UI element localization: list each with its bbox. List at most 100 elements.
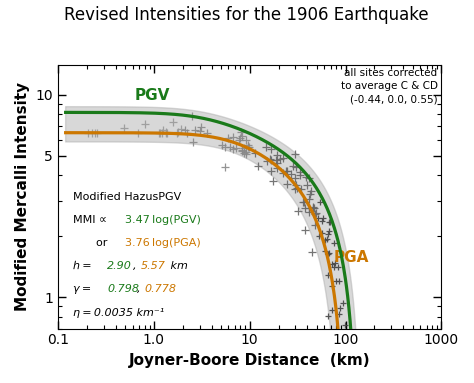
Point (408, 355, 415, 361)
Point (381, 355, 389, 361)
Point (391, 355, 398, 361)
Point (412, 355, 420, 361)
Point (326, 219, 333, 225)
Point (404, 355, 412, 361)
Point (381, 355, 388, 361)
Point (410, 355, 417, 361)
Point (330, 240, 338, 246)
Point (174, 129, 182, 136)
Point (389, 355, 397, 361)
Point (324, 272, 331, 278)
Text: PGV: PGV (135, 88, 170, 103)
Point (337, 382, 345, 383)
Point (387, 355, 394, 361)
Point (280, 170, 287, 176)
Point (373, 355, 381, 361)
Text: 3.76 log(PGA): 3.76 log(PGA) (125, 238, 201, 248)
Point (400, 355, 408, 361)
Point (373, 355, 381, 361)
Point (400, 355, 408, 361)
Point (305, 209, 313, 215)
Point (390, 355, 397, 361)
Point (141, 121, 148, 127)
Point (415, 355, 423, 361)
Point (155, 129, 163, 136)
Point (245, 142, 252, 149)
Point (296, 169, 304, 175)
Point (197, 124, 204, 130)
Point (226, 144, 233, 151)
Point (392, 355, 399, 361)
Point (399, 355, 406, 361)
Point (229, 146, 237, 152)
Point (238, 133, 246, 139)
Point (410, 355, 418, 361)
Point (399, 355, 406, 361)
Point (341, 322, 349, 328)
Point (267, 169, 274, 175)
Point (159, 127, 167, 133)
Text: Modified HazusPGV: Modified HazusPGV (73, 192, 182, 201)
Point (416, 355, 424, 361)
Point (311, 211, 319, 217)
Point (380, 355, 387, 361)
Point (383, 355, 390, 361)
Point (296, 172, 304, 178)
Text: km: km (167, 261, 188, 271)
Point (238, 148, 246, 154)
Point (276, 156, 284, 162)
Point (402, 355, 410, 361)
Text: ,: , (133, 261, 138, 271)
Point (362, 355, 370, 361)
Point (326, 219, 334, 226)
Point (309, 204, 317, 210)
Point (292, 164, 300, 170)
Point (305, 205, 313, 211)
Point (324, 313, 331, 319)
Point (326, 228, 333, 234)
Point (375, 355, 383, 361)
Point (361, 355, 368, 361)
Point (266, 156, 274, 162)
Point (93, 129, 101, 136)
Point (399, 355, 406, 361)
Point (402, 355, 410, 361)
Point (291, 175, 298, 181)
Point (395, 355, 402, 361)
Point (415, 355, 423, 361)
Point (273, 165, 281, 171)
Point (410, 355, 418, 361)
Point (411, 355, 419, 361)
Point (339, 360, 347, 366)
Point (316, 198, 323, 205)
Point (334, 264, 342, 270)
Point (374, 355, 382, 361)
Point (400, 355, 407, 361)
Point (408, 355, 416, 361)
Point (273, 152, 281, 158)
Point (312, 210, 319, 216)
Point (306, 191, 314, 197)
Text: MMI ∝: MMI ∝ (73, 215, 111, 225)
Point (240, 150, 248, 156)
Point (396, 355, 404, 361)
Point (297, 185, 304, 192)
Point (391, 355, 398, 361)
Point (383, 355, 390, 361)
Point (397, 355, 405, 361)
Point (402, 355, 410, 361)
Point (411, 355, 419, 361)
Point (224, 135, 232, 141)
Point (311, 222, 319, 228)
Point (415, 355, 423, 361)
Point (373, 355, 380, 361)
Point (382, 355, 390, 361)
Point (229, 134, 237, 140)
Point (406, 355, 413, 361)
Point (362, 355, 369, 361)
Point (342, 347, 350, 353)
Point (310, 205, 317, 211)
Point (381, 355, 388, 361)
Point (343, 360, 350, 366)
Point (235, 137, 243, 143)
